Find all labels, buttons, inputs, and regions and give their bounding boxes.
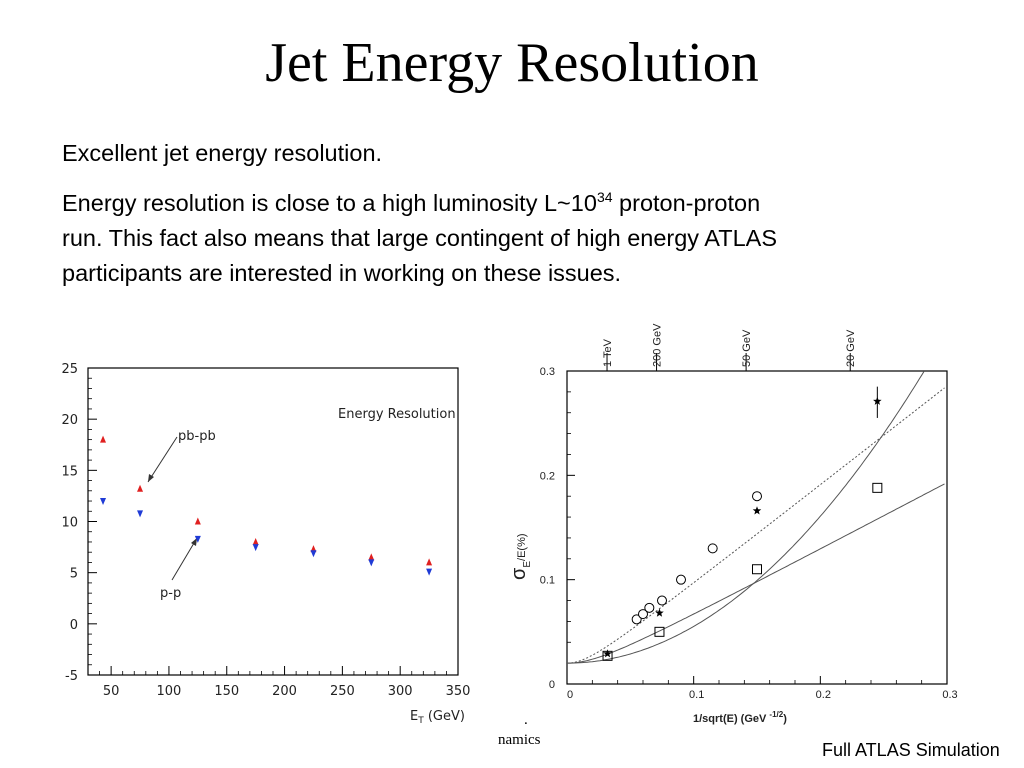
slide-title: Jet Energy Resolution	[265, 32, 759, 94]
right-y-tick-label: 0.1	[540, 575, 555, 587]
p-p-point	[368, 559, 375, 567]
detail-line2: run. This fact also means that large con…	[62, 225, 777, 251]
left-y-tick-label: -5	[65, 669, 78, 684]
annotation-pb-pb-arrow	[147, 436, 178, 483]
p-p-point	[100, 498, 107, 506]
detail-paragraph: Energy resolution is close to a high lum…	[62, 186, 777, 291]
circle-point	[676, 574, 686, 585]
right-x-axis-label: 1/sqrt(E) (GeV -1/2)	[693, 710, 787, 725]
left-y-tick-label: 20	[61, 413, 78, 428]
left-y-tick-label: 0	[70, 618, 78, 633]
footer-caption: Full ATLAS Simulation	[822, 740, 1000, 760]
fit-curve-solid	[567, 370, 925, 664]
p-p-point	[252, 544, 259, 552]
left-x-tick-label: 200	[272, 684, 297, 699]
pb-pb-point	[100, 435, 107, 443]
right-y-tick-label: 0	[549, 679, 555, 691]
right-y-tick-label: 0.2	[540, 470, 555, 482]
star-point	[752, 506, 762, 515]
p-p-point	[137, 510, 144, 518]
fit-curve-solid	[567, 483, 945, 664]
right-plot-frame	[566, 370, 948, 685]
footer-left-dot: .	[524, 712, 528, 728]
right-y-axis-label: σE/E(%)	[508, 533, 533, 580]
square-point	[654, 626, 665, 637]
luminosity-exponent: 34	[596, 189, 613, 205]
circle-point	[657, 595, 667, 606]
detail-line1-end: proton-proton	[612, 190, 761, 216]
left-x-tick-label: 300	[388, 684, 413, 699]
pb-pb-point	[137, 484, 144, 492]
annotation-p-p-arrowhead	[191, 538, 197, 546]
left-y-tick-label: 5	[70, 567, 78, 582]
footer-left-text: namics	[498, 732, 541, 748]
star-point	[603, 649, 612, 658]
annotation-p-p: p-p	[160, 586, 181, 601]
circle-point	[631, 614, 642, 625]
right-x-tick-label: 0.1	[689, 689, 704, 701]
top-axis-label: 50 GeV	[741, 329, 753, 367]
square-point	[872, 482, 883, 493]
intro-paragraph: Excellent jet energy resolution.	[62, 140, 383, 166]
top-axis-label: 1 TeV	[602, 338, 614, 367]
right-x-tick-label: 0.2	[816, 689, 831, 701]
detail-line1-text: Energy resolution is close to a high lum…	[62, 190, 597, 216]
pb-pb-point	[368, 553, 375, 561]
left-y-tick-label: 15	[61, 464, 78, 479]
circle-point	[638, 609, 648, 620]
pb-pb-point	[426, 558, 433, 566]
detail-line3: participants are interested in working o…	[62, 260, 622, 286]
square-point	[602, 650, 613, 661]
p-p-point	[426, 568, 433, 576]
annotation-pb-pb-arrowhead	[148, 474, 154, 482]
circle-point	[644, 602, 655, 613]
star-point	[873, 396, 882, 405]
left-x-tick-label: 350	[446, 684, 471, 699]
left-x-tick-label: 150	[214, 684, 239, 699]
right-y-tick-label: 0.3	[540, 366, 555, 378]
left-x-tick-label: 50	[103, 684, 120, 699]
pb-pb-point	[252, 537, 259, 545]
p-p-point	[310, 550, 317, 558]
fit-curve-dotted	[566, 387, 945, 664]
star-point	[655, 608, 664, 617]
right-x-tick-label: 0	[567, 689, 573, 701]
left-y-tick-label: 25	[61, 362, 78, 377]
right-x-tick-label: 0.3	[942, 689, 957, 701]
annotation-p-p-arrow	[171, 537, 198, 581]
circle-point	[707, 543, 718, 554]
square-point	[752, 564, 762, 575]
circle-point	[752, 491, 762, 502]
p-p-point	[194, 535, 201, 543]
left-x-tick-label: 100	[157, 684, 182, 699]
left-chart-title: Energy Resolution	[338, 407, 456, 422]
left-x-tick-label: 250	[330, 684, 355, 699]
pb-pb-point	[194, 517, 201, 525]
annotation-pb-pb: pb-pb	[178, 429, 216, 444]
left-x-axis-label: ET (GeV)	[410, 709, 465, 726]
top-axis-label: 20 GeV	[845, 329, 857, 367]
left-y-tick-label: 10	[61, 516, 78, 531]
top-axis-label: 200 GeV	[652, 323, 664, 367]
